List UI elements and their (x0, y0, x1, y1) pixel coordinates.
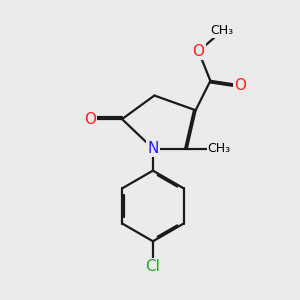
Text: CH₃: CH₃ (211, 24, 234, 37)
Text: CH₃: CH₃ (208, 142, 231, 155)
Text: N: N (147, 141, 159, 156)
Text: O: O (193, 44, 205, 59)
Text: O: O (234, 78, 246, 93)
Text: Cl: Cl (146, 259, 160, 274)
Text: O: O (84, 112, 96, 127)
